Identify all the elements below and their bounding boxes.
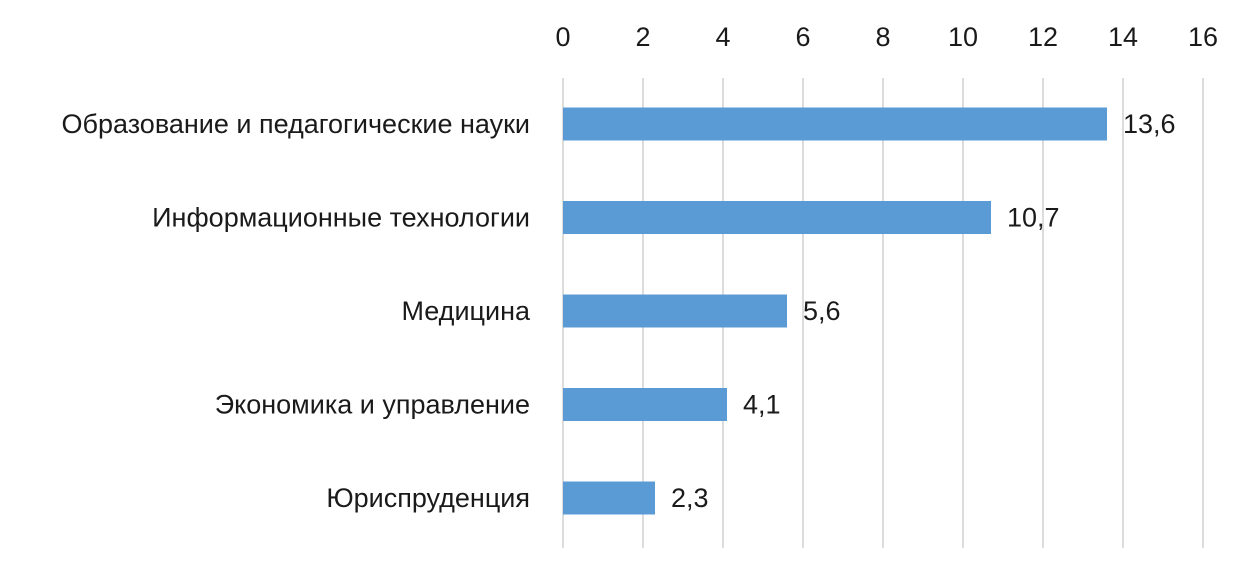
category-label: Юриспруденция: [326, 483, 530, 513]
x-tick-label: 2: [635, 22, 650, 52]
bar: [563, 388, 727, 421]
bar: [563, 481, 655, 515]
category-label: Экономика и управление: [215, 390, 530, 420]
category-label: Информационные технологии: [152, 203, 530, 233]
x-tick-label: 10: [948, 22, 978, 52]
data-label: 5,6: [803, 296, 841, 326]
bar: [563, 107, 1107, 141]
x-tick-label: 12: [1028, 22, 1058, 52]
data-label: 13,6: [1123, 109, 1176, 139]
data-label: 4,1: [743, 390, 781, 420]
data-label: 2,3: [671, 483, 709, 513]
x-tick-label: 14: [1108, 22, 1138, 52]
category-label: Медицина: [401, 296, 531, 326]
bar: [563, 201, 991, 234]
x-tick-label: 4: [715, 22, 730, 52]
gridlines: [562, 78, 1204, 548]
bars: [563, 107, 1107, 515]
data-label: 10,7: [1007, 203, 1060, 233]
bar: [563, 294, 787, 328]
x-tick-label: 0: [555, 22, 570, 52]
x-axis-tick-labels: 0 2 4 6 8 10 12 14 16: [555, 22, 1218, 52]
x-tick-label: 6: [795, 22, 810, 52]
x-tick-label: 16: [1188, 22, 1218, 52]
category-label: Образование и педагогические науки: [62, 109, 530, 139]
x-tick-label: 8: [875, 22, 890, 52]
value-labels: 13,6 10,7 5,6 4,1 2,3: [671, 109, 1176, 513]
category-labels: Образование и педагогические науки Информ…: [62, 109, 531, 513]
